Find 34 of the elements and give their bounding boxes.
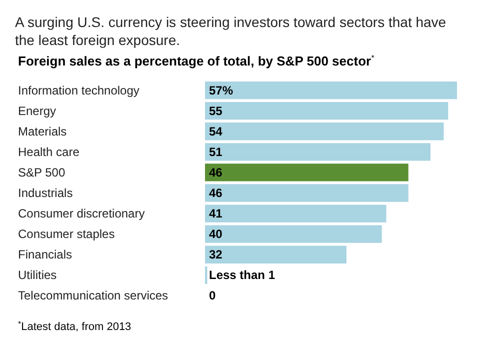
bar [205,122,444,140]
data-label: 40 [209,227,223,242]
chart-title: A surging U.S. currency is steering investors toward sectors that have the least foreign exposure. [15,14,450,48]
text: *Latest data, from 2013 [18,320,132,333]
y-tick-label: S&P 500 [18,165,66,180]
y-tick-label: Consumer staples [18,227,115,242]
data-label: 51 [209,144,223,159]
y-tick-label: Utilities [18,268,57,282]
y-tick-label: Health care [18,144,80,159]
bar [205,204,386,222]
bar [205,81,457,100]
bar [205,225,382,243]
y-tick-label: Financials [18,248,72,262]
bar [205,246,346,264]
bar [205,143,430,161]
data-label: 55 [209,104,223,118]
y-tick-label: Consumer discretionary [18,206,145,221]
bar [205,102,448,120]
bar [205,184,408,202]
y-tick-label: Energy [18,104,56,118]
bar [205,164,408,182]
data-label: 57% [209,83,234,98]
data-label: 46 [209,165,223,180]
y-tick-label: Materials [18,124,67,138]
data-label: Less than 1 [209,268,276,282]
data-label: 32 [209,248,223,262]
data-label: 41 [209,206,223,221]
y-tick-label: Industrials [18,186,73,200]
y-tick-label: Telecommunication services [18,288,168,303]
y-tick-label: Information technology [18,83,140,98]
data-label: 46 [209,186,223,200]
data-label: 0 [209,288,216,303]
chart-subtitle: Foreign sales as a percentage of total, by S&P 500 sector* [18,54,374,68]
data-label: 54 [209,124,223,138]
